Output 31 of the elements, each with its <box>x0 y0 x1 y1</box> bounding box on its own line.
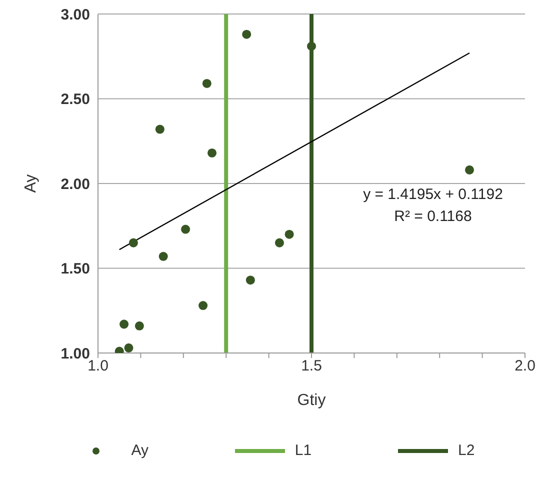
x-axis-title: Gtiy <box>297 392 326 409</box>
point <box>202 78 212 88</box>
y-tick-label: 2.00 <box>60 176 90 193</box>
y-tick-label: 2.50 <box>60 91 90 108</box>
legend-label: Ay <box>131 442 148 459</box>
annotation: R² = 0.1168 <box>393 207 473 227</box>
annotation: y = 1.4195x + 0.1192 <box>362 185 504 205</box>
point <box>120 320 129 329</box>
y-tick-label: 1.00 <box>60 345 90 362</box>
point <box>198 301 208 310</box>
x-tick-label: 1.0 <box>88 358 108 375</box>
point <box>158 252 168 261</box>
point <box>284 230 294 239</box>
y-tick-label: 1.50 <box>60 260 90 278</box>
x-tick-label: 1.5 <box>301 358 322 375</box>
point <box>181 224 190 234</box>
legend-label: L2 <box>458 442 475 459</box>
point <box>134 321 144 330</box>
point <box>155 124 164 134</box>
point <box>207 148 217 158</box>
point <box>242 30 252 39</box>
point <box>128 238 138 248</box>
point <box>464 165 474 174</box>
y-axis-title: Ay <box>22 174 40 193</box>
legend-label: L1 <box>294 442 312 459</box>
y-tick-label: 3.00 <box>60 6 90 24</box>
point <box>124 343 134 352</box>
x-tick-label: 2.0 <box>514 358 536 375</box>
point <box>306 42 316 51</box>
point <box>246 276 255 285</box>
point <box>274 238 284 248</box>
